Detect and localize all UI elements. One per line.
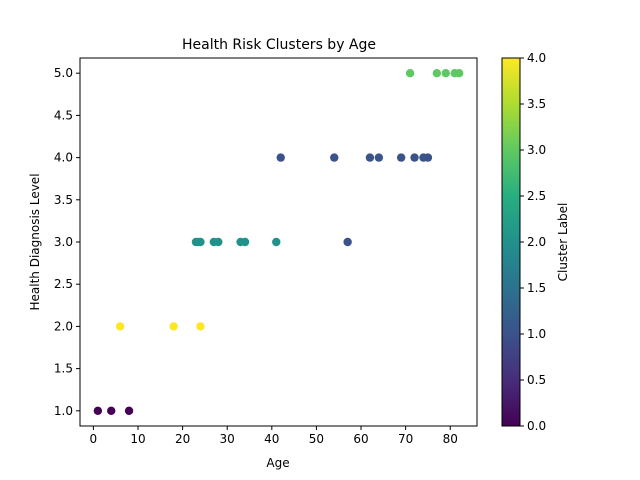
colorbar-tick-label: 1.0 — [527, 327, 546, 341]
x-tick-label: 10 — [130, 432, 145, 446]
colorbar-tick-label: 0.5 — [527, 373, 546, 387]
data-point — [410, 153, 419, 162]
data-point — [454, 68, 464, 78]
colorbar-tick-label: 3.0 — [527, 143, 546, 157]
data-point — [196, 237, 205, 247]
y-tick-label: 3.0 — [54, 235, 73, 249]
x-axis-label: Age — [266, 456, 289, 470]
y-axis-ticks: 1.0 1.5 2.0 2.5 3.0 3.5 4.0 4.5 5.0 — [54, 66, 80, 418]
data-point — [124, 406, 134, 416]
x-tick-label: 40 — [264, 432, 279, 446]
x-tick-label: 30 — [220, 432, 235, 446]
y-tick-label: 4.5 — [54, 108, 73, 122]
colorbar-label: Cluster Label — [556, 203, 570, 282]
chart-title: Health Risk Clusters by Age — [182, 37, 376, 53]
data-point — [343, 237, 352, 247]
y-tick-label: 3.5 — [54, 193, 73, 207]
data-point — [432, 68, 442, 78]
y-axis-label: Health Diagnosis Level — [28, 173, 42, 310]
y-tick-label: 1.0 — [54, 404, 73, 418]
data-point — [214, 237, 223, 247]
colorbar-ticks: 0.0 0.5 1.0 1.5 2.0 2.5 3.0 3.5 4.0 — [520, 51, 546, 433]
data-point — [330, 153, 339, 162]
data-point — [396, 153, 406, 162]
data-point — [405, 68, 415, 78]
colorbar-tick-label: 3.5 — [527, 97, 546, 111]
colorbar-tick-label: 2.0 — [527, 235, 546, 249]
x-tick-label: 80 — [443, 432, 458, 446]
y-tick-label: 2.0 — [54, 319, 73, 333]
data-point — [441, 68, 450, 78]
data-point — [196, 322, 205, 331]
x-tick-label: 20 — [175, 432, 190, 446]
colorbar-tick-label: 4.0 — [527, 51, 546, 65]
x-tick-label: 60 — [353, 432, 368, 446]
data-point — [169, 322, 178, 331]
data-point — [423, 153, 433, 162]
x-axis-ticks: 0 10 20 30 40 50 60 70 80 — [90, 426, 458, 446]
data-point — [93, 406, 103, 416]
y-tick-label: 5.0 — [54, 66, 73, 80]
data-point — [374, 153, 384, 162]
points-layer — [93, 68, 464, 416]
x-tick-label: 0 — [90, 432, 98, 446]
data-point — [240, 237, 250, 247]
colorbar-tick-label: 2.5 — [527, 189, 546, 203]
colorbar-tick-label: 1.5 — [527, 281, 546, 295]
colorbar-tick-label: 0.0 — [527, 419, 546, 433]
y-tick-label: 2.5 — [54, 277, 73, 291]
x-tick-label: 50 — [309, 432, 324, 446]
x-tick-label: 70 — [398, 432, 413, 446]
data-point — [107, 406, 116, 416]
data-point — [365, 153, 375, 162]
y-tick-label: 1.5 — [54, 362, 73, 376]
data-point — [272, 237, 281, 247]
data-point — [276, 153, 285, 162]
colorbar — [501, 57, 521, 427]
data-point — [115, 322, 125, 331]
y-tick-label: 4.0 — [54, 151, 73, 165]
